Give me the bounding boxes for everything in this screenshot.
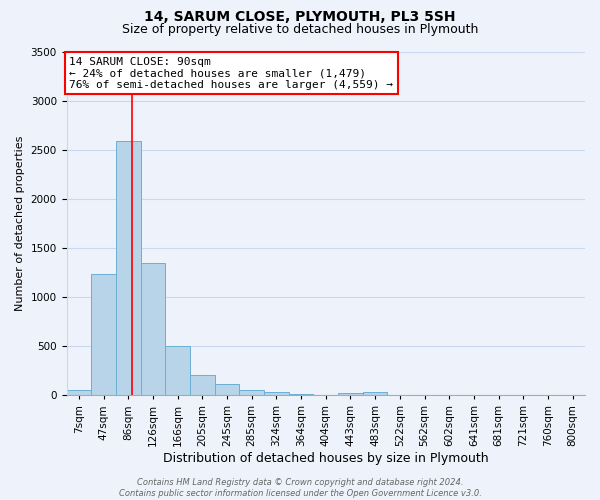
Text: 14 SARUM CLOSE: 90sqm
← 24% of detached houses are smaller (1,479)
76% of semi-d: 14 SARUM CLOSE: 90sqm ← 24% of detached … (69, 56, 393, 90)
Bar (140, 262, 165, 396)
Bar (338, 394, 363, 396)
Bar (363, 392, 388, 396)
Bar (264, 392, 289, 396)
Bar (215, 384, 239, 396)
Bar (165, 346, 190, 396)
Text: Contains HM Land Registry data © Crown copyright and database right 2024.
Contai: Contains HM Land Registry data © Crown c… (119, 478, 481, 498)
Y-axis label: Number of detached properties: Number of detached properties (15, 136, 25, 311)
Text: 14, SARUM CLOSE, PLYMOUTH, PL3 5SH: 14, SARUM CLOSE, PLYMOUTH, PL3 5SH (144, 10, 456, 24)
X-axis label: Distribution of detached houses by size in Plymouth: Distribution of detached houses by size … (163, 452, 488, 465)
Bar (116, 141, 140, 396)
Bar (289, 394, 313, 396)
Bar (67, 390, 91, 396)
Bar (239, 390, 264, 396)
Text: Size of property relative to detached houses in Plymouth: Size of property relative to detached ho… (122, 22, 478, 36)
Bar (91, 274, 116, 396)
Bar (190, 375, 215, 396)
